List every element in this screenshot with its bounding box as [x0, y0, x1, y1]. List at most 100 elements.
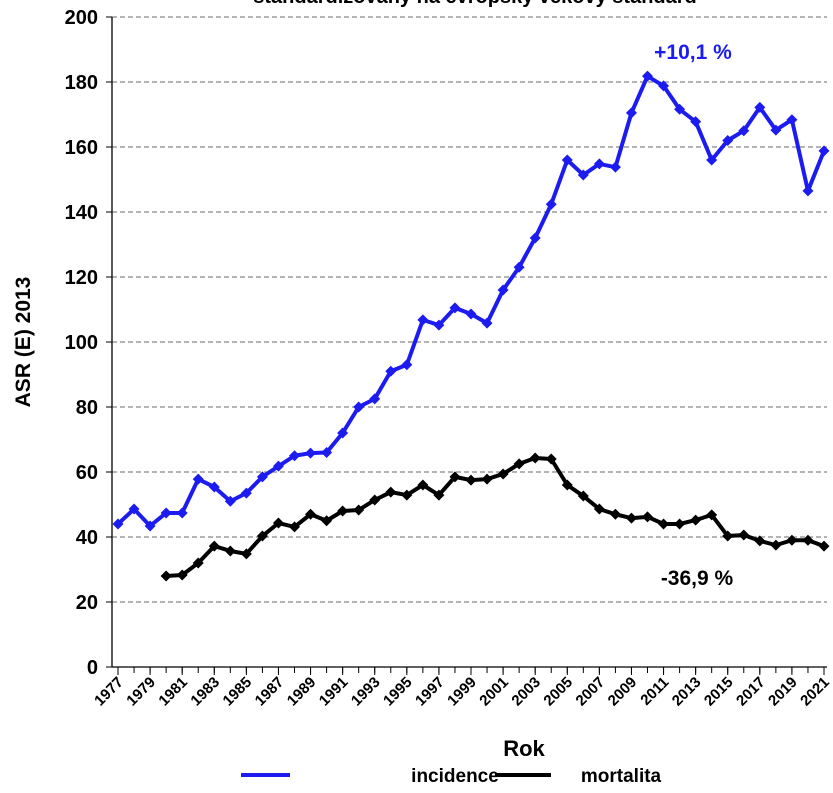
- marker: [112, 518, 124, 530]
- marker: [144, 520, 156, 532]
- marker: [802, 185, 814, 197]
- x-tick-label: 2007: [573, 674, 609, 710]
- marker: [577, 490, 589, 502]
- x-tick-label: 2015: [701, 674, 737, 710]
- marker: [305, 447, 317, 459]
- y-tick-label: 40: [76, 527, 98, 549]
- x-tick-label: 1985: [220, 674, 256, 710]
- marker: [256, 530, 268, 542]
- x-tick-label: 2001: [476, 674, 512, 710]
- x-tick-label: 2019: [765, 674, 801, 710]
- marker: [337, 505, 349, 517]
- marker: [690, 514, 702, 526]
- marker: [513, 261, 525, 273]
- marker: [417, 314, 429, 326]
- marker: [706, 509, 718, 521]
- marker: [545, 198, 557, 210]
- marker: [353, 504, 365, 516]
- marker: [722, 530, 734, 542]
- marker: [593, 158, 605, 170]
- x-tick-label: 1981: [155, 674, 191, 710]
- marker: [642, 511, 653, 523]
- marker: [529, 452, 541, 464]
- marker: [497, 468, 509, 480]
- x-tick-label: 1977: [91, 674, 127, 710]
- marker: [609, 161, 621, 173]
- marker: [802, 534, 814, 546]
- x-tick-label: 2005: [540, 674, 576, 710]
- y-tick-label: 0: [87, 657, 98, 679]
- annotation: +10,1 %: [654, 41, 732, 64]
- x-tick-label: 1983: [187, 674, 223, 710]
- x-tick-label: 1989: [284, 674, 320, 710]
- marker: [353, 401, 365, 413]
- y-tick-label: 100: [65, 332, 98, 354]
- marker: [770, 539, 782, 551]
- legend-label: incidence: [411, 766, 499, 787]
- marker: [674, 518, 686, 530]
- marker: [722, 135, 734, 146]
- marker: [658, 518, 670, 530]
- y-tick-label: 200: [65, 7, 98, 29]
- x-tick-label: 2021: [797, 674, 833, 710]
- marker: [465, 308, 477, 320]
- marker: [192, 473, 204, 485]
- marker: [690, 116, 702, 128]
- marker: [513, 458, 525, 470]
- y-tick-label: 20: [76, 592, 98, 614]
- x-tick-label: 2011: [637, 674, 672, 709]
- marker: [770, 124, 782, 136]
- marker: [738, 529, 750, 541]
- marker: [738, 125, 750, 137]
- marker: [625, 512, 637, 524]
- x-tick-label: 2003: [508, 674, 544, 710]
- marker: [754, 101, 766, 113]
- marker: [385, 486, 397, 498]
- y-tick-label: 60: [76, 462, 98, 484]
- marker: [289, 521, 300, 533]
- marker: [305, 508, 317, 520]
- marker: [385, 365, 397, 377]
- legend-label: mortalita: [581, 766, 662, 787]
- marker: [625, 107, 637, 119]
- marker: [289, 450, 300, 462]
- marker: [401, 489, 413, 501]
- y-tick-label: 120: [65, 267, 98, 289]
- chart-title: standardizovaný na evropský věkový stand…: [253, 0, 697, 8]
- marker: [609, 508, 621, 520]
- y-tick-label: 140: [65, 202, 98, 224]
- marker: [417, 479, 429, 491]
- marker: [321, 515, 333, 527]
- marker: [160, 570, 172, 582]
- marker: [481, 317, 493, 329]
- marker: [449, 471, 461, 483]
- marker: [561, 154, 573, 166]
- marker: [754, 535, 766, 547]
- marker: [321, 447, 333, 458]
- annotation: -36,9 %: [661, 567, 734, 590]
- y-tick-label: 180: [65, 72, 98, 94]
- marker: [240, 548, 252, 560]
- marker: [272, 517, 284, 529]
- marker: [192, 557, 204, 569]
- marker: [240, 487, 252, 499]
- marker: [176, 507, 188, 519]
- x-tick-label: 1999: [444, 674, 480, 710]
- marker: [818, 540, 830, 552]
- marker: [561, 479, 573, 491]
- marker: [256, 471, 268, 483]
- marker: [706, 154, 718, 166]
- marker: [465, 474, 477, 486]
- marker: [593, 503, 605, 515]
- marker: [481, 473, 493, 485]
- x-tick-label: 2017: [733, 674, 769, 710]
- marker: [176, 569, 188, 581]
- x-tick-label: 1987: [252, 674, 288, 710]
- marker: [577, 169, 589, 181]
- x-tick-label: 1995: [380, 674, 416, 710]
- x-tick-label: 1979: [123, 674, 159, 710]
- marker: [224, 495, 236, 507]
- marker: [208, 481, 220, 493]
- x-tick-label: 1993: [348, 674, 384, 710]
